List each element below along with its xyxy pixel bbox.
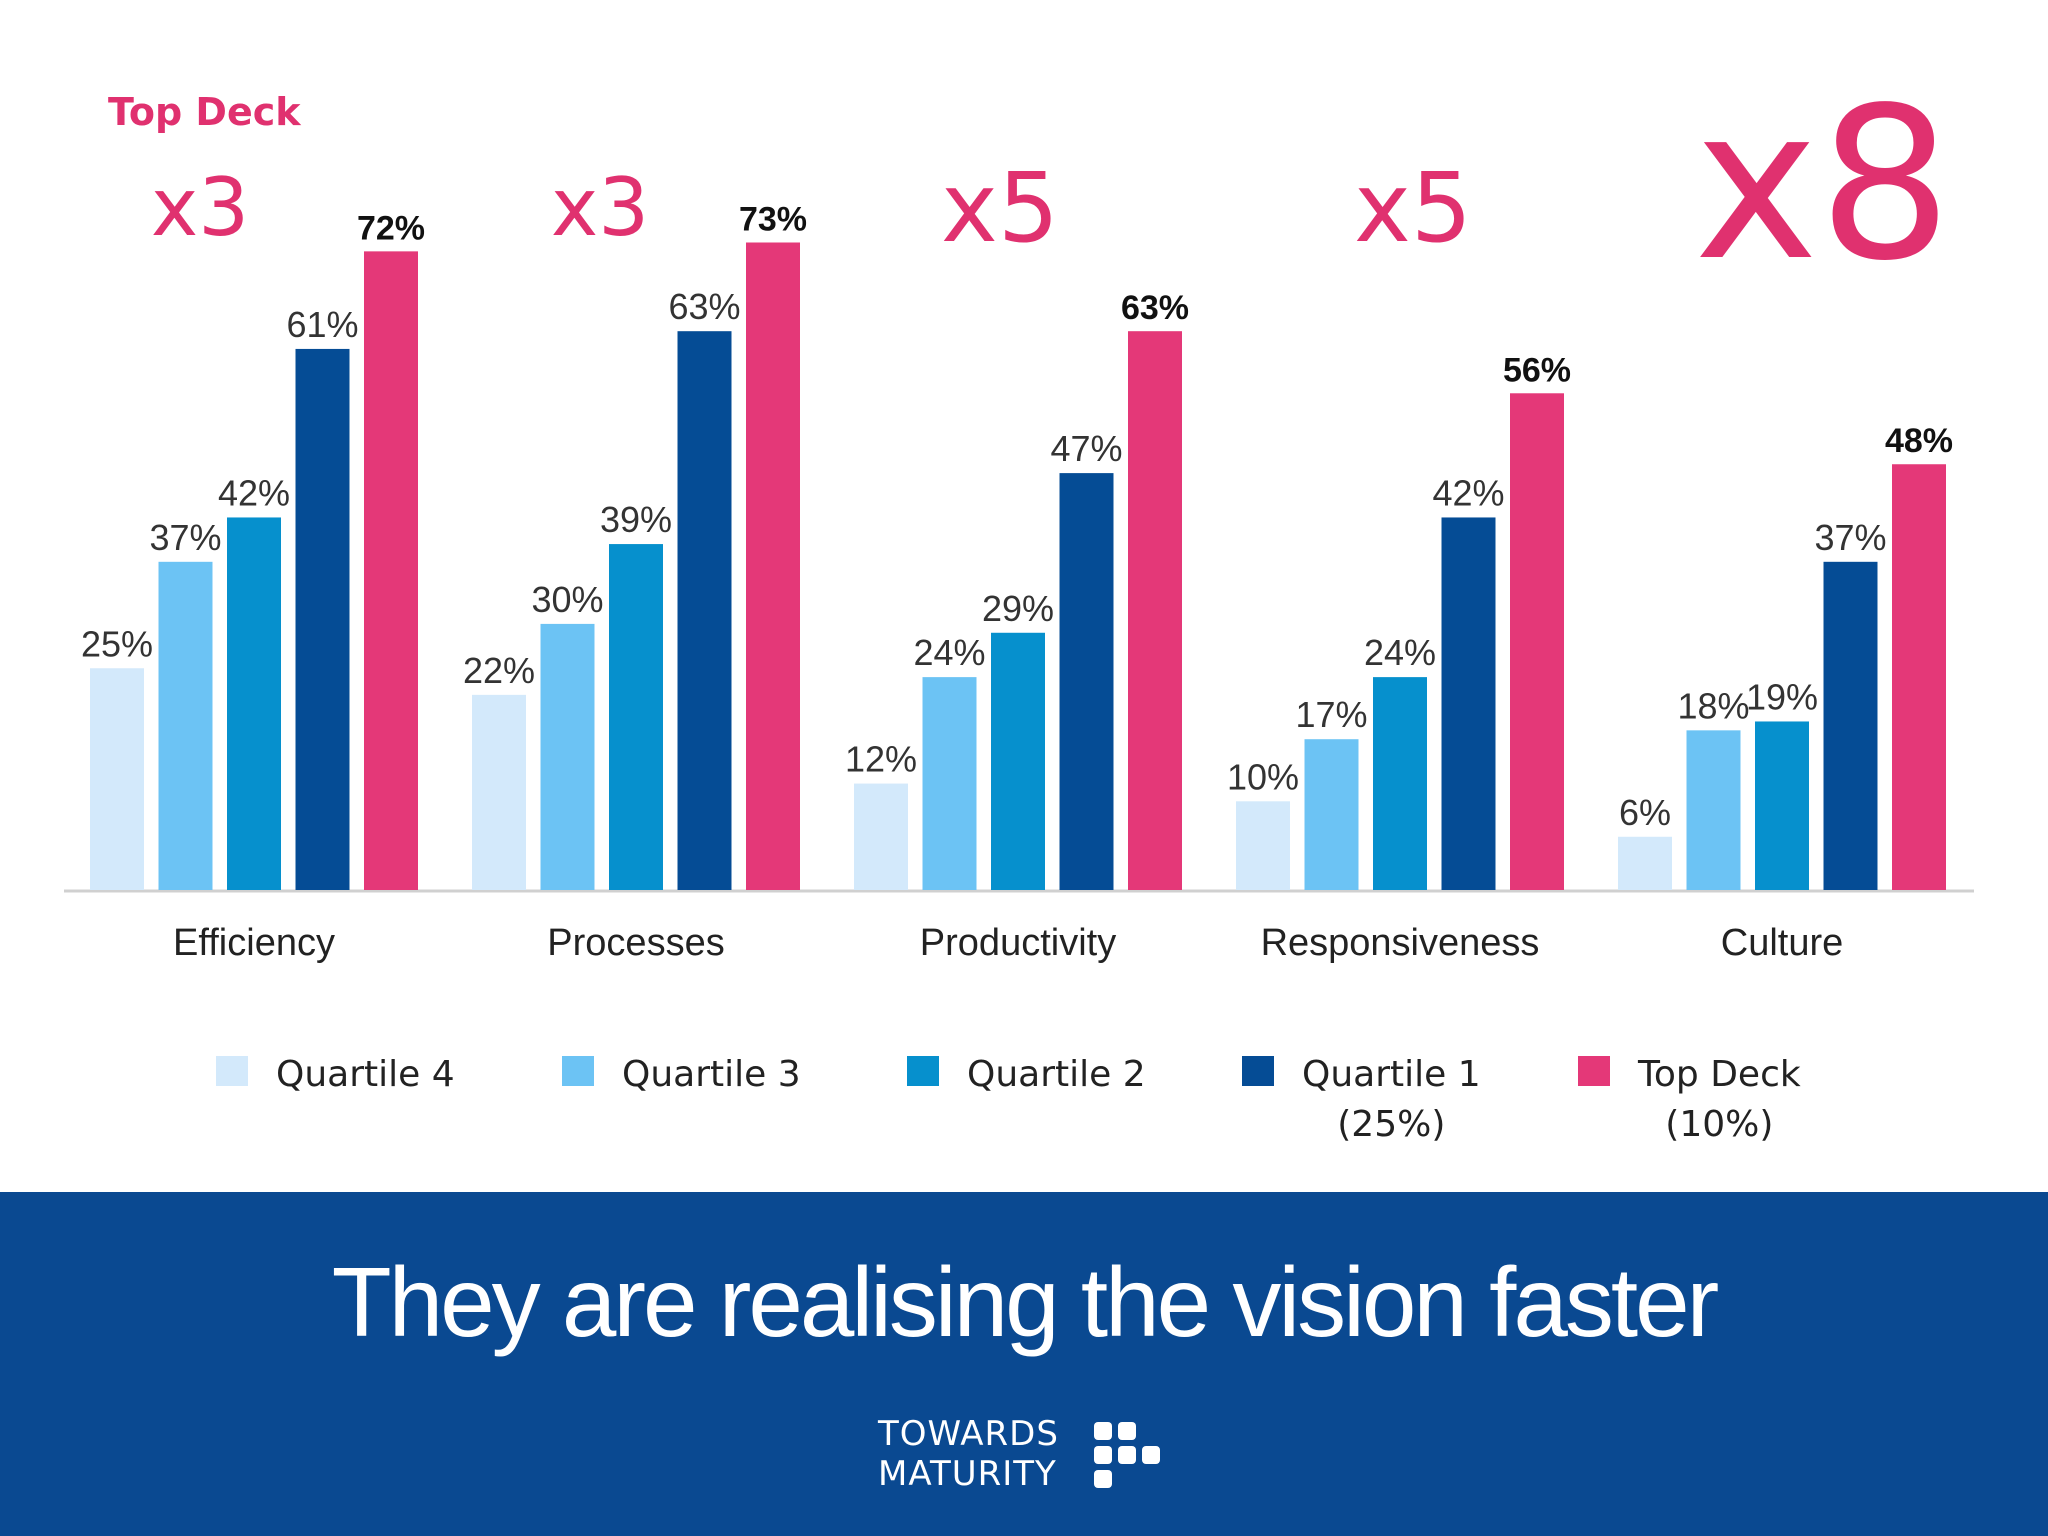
towards-maturity-logo: TOWARDS MATURITY: [878, 1414, 1160, 1494]
bar-culture-quartile-4: [1618, 836, 1672, 890]
legend-label: Quartile 4: [276, 1050, 455, 1100]
data-label-productivity-quartile-2: 29%: [982, 588, 1054, 629]
data-label-culture-top-deck: 48%: [1885, 422, 1953, 460]
data-label-productivity-top-deck: 63%: [1121, 289, 1189, 327]
data-label-efficiency-top-deck: 72%: [357, 209, 425, 247]
category-label-efficiency: Efficiency: [173, 922, 335, 964]
legend-label-line-2: (10%): [1665, 1104, 1774, 1145]
data-label-productivity-quartile-4: 12%: [845, 739, 917, 780]
legend-swatch: [907, 1056, 939, 1086]
data-label-efficiency-quartile-3: 37%: [149, 517, 221, 558]
category-label-responsiveness: Responsiveness: [1261, 922, 1540, 964]
legend-swatch: [1578, 1056, 1610, 1086]
data-label-culture-quartile-3: 18%: [1677, 685, 1749, 726]
bar-efficiency-quartile-1: [295, 348, 350, 890]
bar-culture-top-deck: [1892, 464, 1946, 890]
bar-processes-quartile-3: [540, 623, 595, 890]
legend: Quartile 4 Quartile 3 Quartile 2 Quartile 1…: [0, 1050, 2048, 1170]
multiplier-productivity: x5: [941, 152, 1059, 264]
data-label-productivity-quartile-1: 47%: [1050, 428, 1122, 469]
top-deck-label: Top Deck: [108, 90, 301, 134]
bar-culture-quartile-2: [1755, 721, 1809, 890]
bar-chart: 25%37%42%61%72%Efficiency22%30%39%63%73%…: [64, 200, 1974, 964]
bar-processes-quartile-2: [609, 544, 663, 890]
bar-responsiveness-quartile-4: [1236, 801, 1290, 890]
data-label-processes-top-deck: 73%: [739, 200, 807, 238]
data-label-responsiveness-quartile-4: 10%: [1227, 756, 1299, 797]
bar-productivity-quartile-2: [991, 632, 1045, 890]
data-label-culture-quartile-2: 19%: [1746, 676, 1818, 717]
bar-responsiveness-top-deck: [1510, 393, 1564, 890]
chart-area: Top Deck 25% 37% 42% 61% 72% Efficiency 22% 30%…: [64, 62, 1974, 964]
data-label-efficiency-quartile-2: 42%: [218, 472, 290, 513]
logo-line-2: MATURITY: [878, 1454, 1057, 1494]
bar-responsiveness-quartile-1: [1441, 517, 1496, 890]
bar-productivity-quartile-4: [854, 783, 908, 890]
bar-processes-quartile-1: [677, 331, 732, 890]
bar-productivity-top-deck: [1128, 331, 1182, 890]
data-label-processes-quartile-4: 22%: [463, 650, 535, 691]
data-label-responsiveness-quartile-2: 24%: [1364, 632, 1436, 673]
legend-swatch: [216, 1056, 248, 1086]
legend-swatch: [1242, 1056, 1274, 1086]
data-label-culture-quartile-1: 37%: [1814, 517, 1886, 558]
multiplier-processes: x3: [550, 161, 650, 254]
multiplier-efficiency: x3: [150, 161, 250, 254]
bar-efficiency-quartile-3: [158, 561, 213, 890]
data-label-responsiveness-quartile-3: 17%: [1295, 694, 1367, 735]
data-label-efficiency-quartile-1: 61%: [286, 304, 358, 345]
data-label-culture-quartile-4: 6%: [1619, 792, 1671, 833]
bar-processes-top-deck: [746, 242, 800, 891]
headline: They are realising the vision faster: [331, 1247, 1720, 1357]
logo-line-1: TOWARDS: [878, 1414, 1059, 1454]
category-label-productivity: Productivity: [920, 922, 1116, 964]
legend-label-line-1: Quartile 2: [967, 1054, 1146, 1095]
legend-label-line-1: Quartile 1: [1302, 1054, 1481, 1095]
data-label-processes-quartile-1: 63%: [668, 286, 740, 327]
bar-productivity-quartile-3: [922, 677, 977, 890]
bar-processes-quartile-4: [472, 694, 526, 890]
multiplier-responsiveness: x5: [1354, 152, 1472, 264]
bar-culture-quartile-3: [1686, 730, 1741, 890]
bar-culture-quartile-1: [1823, 561, 1878, 890]
data-label-responsiveness-quartile-1: 42%: [1432, 472, 1504, 513]
category-label-culture: Culture: [1721, 922, 1844, 964]
multiplier-culture: x8: [1694, 62, 1952, 307]
legend-label: Quartile 2: [967, 1050, 1146, 1100]
data-label-responsiveness-top-deck: 56%: [1503, 351, 1571, 389]
logo-blocks-icon: [1094, 1422, 1164, 1492]
bar-responsiveness-quartile-2: [1373, 677, 1427, 890]
footer-banner: They are realising the vision faster TOW…: [0, 1192, 2048, 1536]
data-label-processes-quartile-2: 39%: [600, 499, 672, 540]
data-label-productivity-quartile-3: 24%: [913, 632, 985, 673]
legend-label: Quartile 3: [622, 1050, 801, 1100]
category-label-processes: Processes: [547, 922, 724, 964]
bar-efficiency-quartile-2: [227, 517, 281, 890]
legend-swatch: [562, 1056, 594, 1086]
legend-label-line-1: Quartile 3: [622, 1054, 801, 1095]
data-label-efficiency-quartile-4: 25%: [81, 623, 153, 664]
legend-label-line-2: (25%): [1337, 1104, 1446, 1145]
data-label-processes-quartile-3: 30%: [531, 579, 603, 620]
bar-efficiency-quartile-4: [90, 668, 144, 890]
legend-label-line-1: Top Deck: [1638, 1054, 1801, 1095]
legend-label: Top Deck (10%): [1638, 1050, 1801, 1150]
legend-label-line-1: Quartile 4: [276, 1054, 455, 1095]
bar-productivity-quartile-1: [1059, 473, 1114, 890]
legend-label: Quartile 1 (25%): [1302, 1050, 1481, 1150]
bar-responsiveness-quartile-3: [1304, 739, 1359, 890]
bar-efficiency-top-deck: [364, 251, 418, 891]
